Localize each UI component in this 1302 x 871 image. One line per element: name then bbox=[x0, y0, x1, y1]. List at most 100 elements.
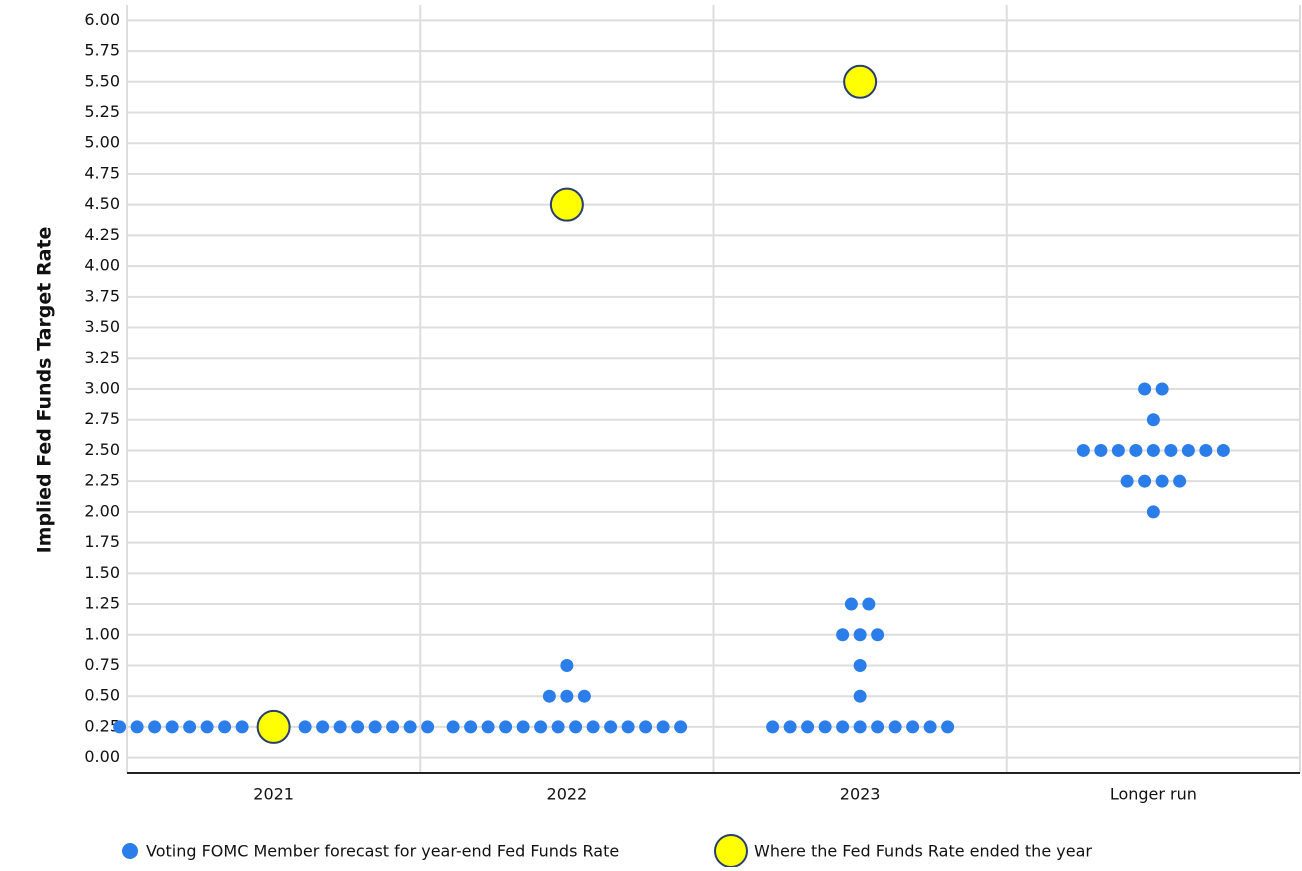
forecast-dot bbox=[333, 720, 347, 734]
forecast-dot bbox=[499, 720, 513, 734]
forecast-dot bbox=[1164, 443, 1178, 457]
x-tick-label: 2021 bbox=[253, 785, 294, 804]
forecast-dot bbox=[1155, 382, 1169, 396]
x-tick-label: Longer run bbox=[1110, 785, 1197, 804]
forecast-dot bbox=[1146, 443, 1160, 457]
forecast-dot bbox=[586, 720, 600, 734]
forecast-dot bbox=[853, 658, 867, 672]
forecast-dot bbox=[1094, 443, 1108, 457]
forecast-dot bbox=[836, 628, 850, 642]
forecast-dot bbox=[183, 720, 197, 734]
forecast-dot bbox=[1120, 474, 1134, 488]
forecast-dot bbox=[836, 720, 850, 734]
y-tick-label: 3.25 bbox=[84, 348, 120, 367]
year-end-dot bbox=[256, 709, 291, 744]
year-end-dot bbox=[549, 187, 584, 222]
forecast-dot bbox=[656, 720, 670, 734]
forecast-dot bbox=[871, 628, 885, 642]
y-tick-label: 4.50 bbox=[84, 194, 120, 213]
y-tick-label: 0.50 bbox=[84, 686, 120, 705]
forecast-dot bbox=[481, 720, 495, 734]
forecast-dot bbox=[674, 720, 688, 734]
y-tick-label: 0.75 bbox=[84, 655, 120, 674]
forecast-dot bbox=[560, 658, 574, 672]
y-tick-label: 2.50 bbox=[84, 440, 120, 459]
y-tick-label: 2.25 bbox=[84, 471, 120, 490]
forecast-dot bbox=[639, 720, 653, 734]
forecast-dot bbox=[534, 720, 548, 734]
forecast-dot bbox=[421, 720, 435, 734]
y-tick-label: 2.00 bbox=[84, 501, 120, 520]
y-tick-label: 5.00 bbox=[84, 133, 120, 152]
forecast-dot bbox=[783, 720, 797, 734]
y-tick-label: 4.75 bbox=[84, 163, 120, 182]
forecast-dot bbox=[604, 720, 618, 734]
forecast-dot bbox=[941, 720, 955, 734]
y-tick-label: 1.00 bbox=[84, 624, 120, 643]
forecast-dot bbox=[621, 720, 635, 734]
forecast-dot bbox=[577, 689, 591, 703]
forecast-dot bbox=[844, 597, 858, 611]
forecast-dot bbox=[113, 720, 127, 734]
forecast-dot bbox=[542, 689, 556, 703]
y-tick-label: 1.50 bbox=[84, 563, 120, 582]
legend-label: Where the Fed Funds Rate ended the year bbox=[754, 842, 1092, 861]
forecast-dot bbox=[235, 720, 249, 734]
y-tick-label: 1.75 bbox=[84, 532, 120, 551]
forecast-dot bbox=[464, 720, 478, 734]
forecast-dot bbox=[766, 720, 780, 734]
forecast-dot bbox=[1199, 443, 1213, 457]
forecast-dot bbox=[1173, 474, 1187, 488]
forecast-dot bbox=[148, 720, 162, 734]
forecast-dot bbox=[200, 720, 214, 734]
forecast-dot bbox=[923, 720, 937, 734]
forecast-dot bbox=[130, 720, 144, 734]
forecast-dot bbox=[386, 720, 400, 734]
forecast-dot bbox=[853, 689, 867, 703]
forecast-dot bbox=[1129, 443, 1143, 457]
y-tick-label: 3.50 bbox=[84, 317, 120, 336]
y-tick-label: 3.00 bbox=[84, 379, 120, 398]
x-tick-label: 2023 bbox=[840, 785, 881, 804]
y-tick-label: 0.25 bbox=[84, 716, 120, 735]
forecast-dot bbox=[446, 720, 460, 734]
forecast-dot bbox=[888, 720, 902, 734]
forecast-dot bbox=[1138, 474, 1152, 488]
year-end-dot bbox=[843, 64, 878, 99]
y-axis-label: Implied Fed Funds Target Rate bbox=[34, 227, 56, 554]
forecast-dot bbox=[871, 720, 885, 734]
forecast-dot bbox=[368, 720, 382, 734]
forecast-dot bbox=[1155, 474, 1169, 488]
forecast-dot bbox=[298, 720, 312, 734]
forecast-dot bbox=[551, 720, 565, 734]
legend-label: Voting FOMC Member forecast for year-end… bbox=[146, 842, 619, 861]
forecast-dot bbox=[853, 720, 867, 734]
forecast-dot bbox=[1076, 443, 1090, 457]
forecast-dot bbox=[1216, 443, 1230, 457]
forecast-dot bbox=[516, 720, 530, 734]
forecast-dot bbox=[853, 628, 867, 642]
forecast-dot bbox=[818, 720, 832, 734]
y-tick-label: 0.00 bbox=[84, 747, 120, 766]
forecast-dot bbox=[1111, 443, 1125, 457]
legend-marker bbox=[714, 834, 748, 868]
forecast-dot bbox=[906, 720, 920, 734]
forecast-dot bbox=[1146, 505, 1160, 519]
y-tick-label: 5.25 bbox=[84, 102, 120, 121]
forecast-dot bbox=[1138, 382, 1152, 396]
forecast-dot bbox=[403, 720, 417, 734]
forecast-dot bbox=[569, 720, 583, 734]
y-tick-label: 4.25 bbox=[84, 225, 120, 244]
y-tick-label: 2.75 bbox=[84, 409, 120, 428]
forecast-dot bbox=[801, 720, 815, 734]
y-tick-label: 4.00 bbox=[84, 256, 120, 275]
forecast-dot bbox=[165, 720, 179, 734]
legend-marker bbox=[122, 843, 138, 859]
forecast-dot bbox=[560, 689, 574, 703]
y-tick-label: 3.75 bbox=[84, 286, 120, 305]
y-tick-label: 5.50 bbox=[84, 71, 120, 90]
y-tick-label: 5.75 bbox=[84, 41, 120, 60]
forecast-dot bbox=[316, 720, 330, 734]
